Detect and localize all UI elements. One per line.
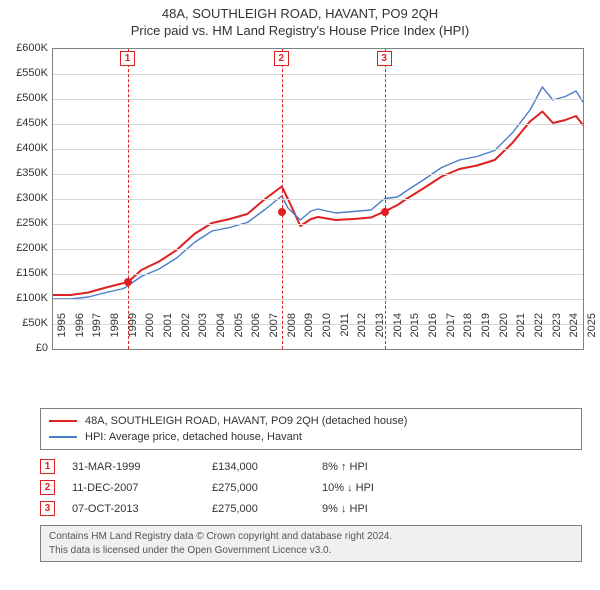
x-axis-tick-label: 2006 bbox=[250, 313, 262, 353]
legend-item: HPI: Average price, detached house, Hava… bbox=[49, 429, 573, 445]
x-axis-tick-label: 2013 bbox=[374, 313, 386, 353]
sale-vs-hpi: 10% ↓ HPI bbox=[322, 477, 462, 498]
sales-table: 1 31-MAR-1999£134,0008% ↑ HPI 2 11-DEC-2007… bbox=[40, 456, 582, 519]
x-axis-tick-label: 2025 bbox=[586, 313, 598, 353]
sale-marker-line bbox=[128, 49, 129, 349]
sale-date: 07-OCT-2013 bbox=[72, 498, 212, 519]
legend-item: 48A, SOUTHLEIGH ROAD, HAVANT, PO9 2QH (d… bbox=[49, 413, 573, 429]
x-axis-tick-label: 2016 bbox=[427, 313, 439, 353]
sale-marker-dot bbox=[278, 208, 286, 216]
x-axis-tick-label: 2001 bbox=[162, 313, 174, 353]
y-axis-tick-label: £300K bbox=[0, 192, 48, 204]
y-axis-tick-label: £0 bbox=[0, 342, 48, 354]
x-axis-tick-label: 2002 bbox=[180, 313, 192, 353]
sale-price: £275,000 bbox=[212, 498, 322, 519]
sale-price: £275,000 bbox=[212, 477, 322, 498]
sale-number-box: 3 bbox=[40, 501, 55, 516]
x-axis-tick-label: 2008 bbox=[286, 313, 298, 353]
x-axis-tick-label: 2021 bbox=[515, 313, 527, 353]
legend-label: 48A, SOUTHLEIGH ROAD, HAVANT, PO9 2QH (d… bbox=[85, 415, 407, 427]
attribution-footer: Contains HM Land Registry data © Crown c… bbox=[40, 525, 582, 562]
gridline bbox=[53, 274, 583, 275]
sale-marker-line bbox=[282, 49, 283, 349]
gridline bbox=[53, 149, 583, 150]
x-axis-tick-label: 1995 bbox=[56, 313, 68, 353]
legend-swatch bbox=[49, 420, 77, 422]
plot-region bbox=[52, 48, 584, 350]
gridline bbox=[53, 249, 583, 250]
x-axis-tick-label: 1996 bbox=[74, 313, 86, 353]
x-axis-tick-label: 2009 bbox=[303, 313, 315, 353]
sale-price: £134,000 bbox=[212, 456, 322, 477]
gridline bbox=[53, 124, 583, 125]
x-axis-tick-label: 2018 bbox=[462, 313, 474, 353]
sale-marker-dot bbox=[381, 208, 389, 216]
chart-area: £0 £50K £100K £150K £200K £250K £300K £350K £400… bbox=[0, 38, 600, 408]
legend-label: HPI: Average price, detached house, Hava… bbox=[85, 431, 302, 443]
y-axis-tick-label: £150K bbox=[0, 267, 48, 279]
sale-row: 2 11-DEC-2007£275,00010% ↓ HPI bbox=[40, 477, 462, 498]
sale-vs-hpi: 8% ↑ HPI bbox=[322, 456, 462, 477]
x-axis-tick-label: 1998 bbox=[109, 313, 121, 353]
y-axis-tick-label: £250K bbox=[0, 217, 48, 229]
sale-number-box: 1 bbox=[40, 459, 55, 474]
x-axis-tick-label: 2012 bbox=[356, 313, 368, 353]
x-axis-tick-label: 2014 bbox=[392, 313, 404, 353]
y-axis-tick-label: £450K bbox=[0, 117, 48, 129]
footer-line-1: Contains HM Land Registry data © Crown c… bbox=[49, 530, 573, 544]
y-axis-tick-label: £200K bbox=[0, 242, 48, 254]
sale-row: 3 07-OCT-2013£275,0009% ↓ HPI bbox=[40, 498, 462, 519]
chart-title-address: 48A, SOUTHLEIGH ROAD, HAVANT, PO9 2QH bbox=[0, 6, 600, 21]
y-axis-tick-label: £100K bbox=[0, 292, 48, 304]
y-axis-tick-label: £400K bbox=[0, 142, 48, 154]
legend-swatch bbox=[49, 436, 77, 438]
y-axis-tick-label: £550K bbox=[0, 67, 48, 79]
sale-date: 11-DEC-2007 bbox=[72, 477, 212, 498]
x-axis-tick-label: 1999 bbox=[127, 313, 139, 353]
chart-title-subtitle: Price paid vs. HM Land Registry's House … bbox=[0, 23, 600, 38]
legend: 48A, SOUTHLEIGH ROAD, HAVANT, PO9 2QH (d… bbox=[40, 408, 582, 450]
x-axis-tick-label: 2024 bbox=[568, 313, 580, 353]
x-axis-tick-label: 2003 bbox=[197, 313, 209, 353]
x-axis-tick-label: 2010 bbox=[321, 313, 333, 353]
sale-marker-dot bbox=[124, 278, 132, 286]
gridline bbox=[53, 199, 583, 200]
series-line-hpi bbox=[53, 87, 583, 299]
x-axis-tick-label: 2017 bbox=[445, 313, 457, 353]
sale-date: 31-MAR-1999 bbox=[72, 456, 212, 477]
x-axis-tick-label: 2019 bbox=[480, 313, 492, 353]
x-axis-tick-label: 2023 bbox=[551, 313, 563, 353]
x-axis-tick-label: 2020 bbox=[498, 313, 510, 353]
gridline bbox=[53, 174, 583, 175]
sale-marker-box: 2 bbox=[274, 51, 289, 66]
footer-line-2: This data is licensed under the Open Gov… bbox=[49, 544, 573, 558]
series-line-price_paid bbox=[53, 112, 583, 296]
sale-row: 1 31-MAR-1999£134,0008% ↑ HPI bbox=[40, 456, 462, 477]
sale-vs-hpi: 9% ↓ HPI bbox=[322, 498, 462, 519]
gridline bbox=[53, 224, 583, 225]
x-axis-tick-label: 1997 bbox=[91, 313, 103, 353]
y-axis-tick-label: £350K bbox=[0, 167, 48, 179]
y-axis-tick-label: £50K bbox=[0, 317, 48, 329]
y-axis-tick-label: £600K bbox=[0, 42, 48, 54]
sale-marker-line bbox=[385, 49, 386, 349]
gridline bbox=[53, 74, 583, 75]
sale-marker-box: 3 bbox=[377, 51, 392, 66]
x-axis-tick-label: 2000 bbox=[144, 313, 156, 353]
y-axis-tick-label: £500K bbox=[0, 92, 48, 104]
sale-marker-box: 1 bbox=[120, 51, 135, 66]
sale-number-box: 2 bbox=[40, 480, 55, 495]
gridline bbox=[53, 99, 583, 100]
x-axis-tick-label: 2004 bbox=[215, 313, 227, 353]
x-axis-tick-label: 2007 bbox=[268, 313, 280, 353]
x-axis-tick-label: 2011 bbox=[339, 313, 351, 353]
x-axis-tick-label: 2022 bbox=[533, 313, 545, 353]
x-axis-tick-label: 2015 bbox=[409, 313, 421, 353]
x-axis-tick-label: 2005 bbox=[233, 313, 245, 353]
gridline bbox=[53, 299, 583, 300]
